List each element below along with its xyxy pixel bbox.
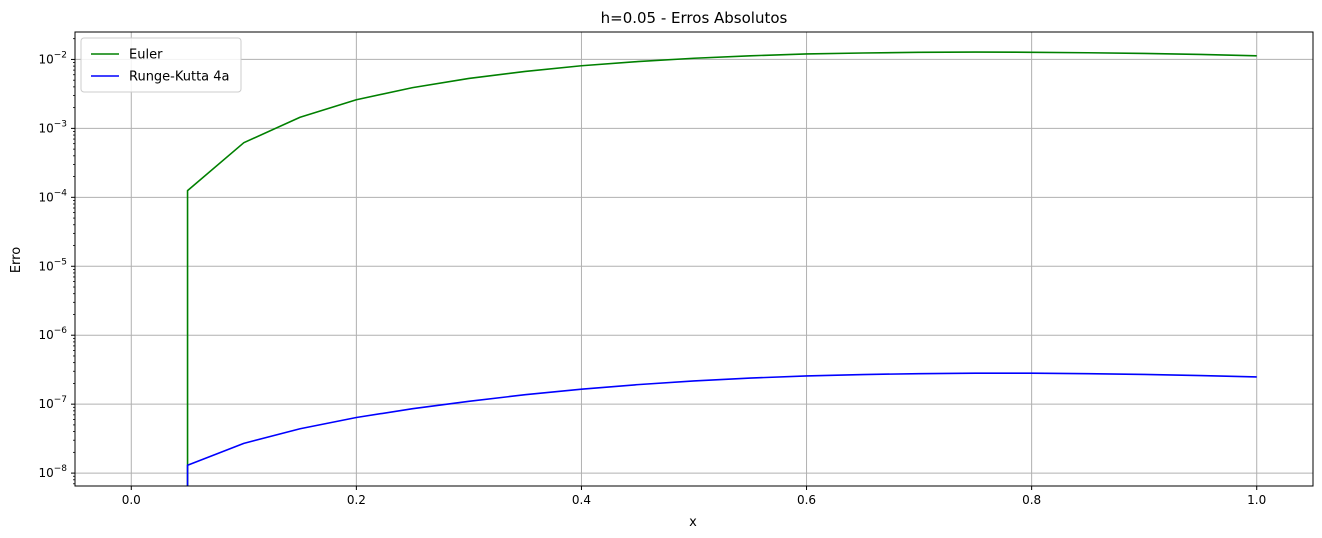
plot-area [75, 32, 1313, 486]
chart-title: h=0.05 - Erros Absolutos [601, 9, 788, 27]
data-point-euler [1031, 51, 1033, 53]
x-tick-label: 0.6 [797, 493, 816, 507]
data-point-euler [1087, 52, 1089, 54]
data-point-runge-kutta-4a [356, 417, 358, 419]
plot-frame [74, 31, 1314, 487]
data-point-euler [468, 78, 470, 80]
x-axis-label: x [689, 515, 697, 530]
legend-box [80, 37, 242, 93]
data-point-runge-kutta-4a [862, 374, 864, 376]
data-point-euler [1256, 55, 1258, 57]
data-point-runge-kutta-4a [806, 375, 808, 377]
data-point-runge-kutta-4a [243, 443, 245, 445]
x-axis: 0.0 0.2 0.4 0.6 0.8 1.0 [122, 486, 1266, 507]
data-point-runge-kutta-4a [1031, 372, 1033, 374]
y-tick-label: 10−7 [38, 395, 67, 411]
y-tick-base: 10 [38, 190, 53, 204]
data-point-euler [412, 87, 414, 89]
y-tick-label: 10−8 [38, 464, 67, 480]
y-tick-label: 10−2 [38, 50, 67, 66]
grid-lines [75, 32, 1313, 486]
x-tick-label: 0.2 [347, 493, 366, 507]
data-point-euler [862, 52, 864, 54]
y-tick-base: 10 [38, 121, 53, 135]
data-point-euler [918, 51, 920, 53]
data-point-runge-kutta-4a [1256, 376, 1258, 378]
data-point-euler [524, 71, 526, 73]
y-tick-exponent: −3 [54, 119, 67, 129]
data-point-euler [806, 53, 808, 55]
y-tick-base: 10 [38, 466, 53, 480]
y-tick-base: 10 [38, 259, 53, 273]
legend-label: Euler [129, 48, 163, 63]
data-point-runge-kutta-4a [693, 380, 695, 382]
data-point-runge-kutta-4a [918, 373, 920, 375]
y-axis: 10−810−710−610−510−410−310−2 [38, 50, 75, 480]
data-point-runge-kutta-4a [187, 464, 189, 466]
data-point-euler [1200, 54, 1202, 56]
series-line-runge-kutta-4a [186, 372, 1257, 486]
data-point-euler [975, 51, 977, 53]
data-point-runge-kutta-4a [581, 388, 583, 390]
data-point-runge-kutta-4a [468, 401, 470, 403]
data-point-euler [356, 99, 358, 101]
data-point-runge-kutta-4a [637, 384, 639, 386]
y-tick-base: 10 [38, 397, 53, 411]
data-point-euler [693, 57, 695, 59]
data-point-euler [187, 190, 189, 192]
data-point-runge-kutta-4a [1200, 375, 1202, 377]
y-tick-exponent: −7 [54, 395, 67, 405]
data-point-runge-kutta-4a [749, 377, 751, 379]
data-point-euler [637, 61, 639, 63]
y-axis-label: Erro [9, 247, 24, 273]
y-tick-exponent: −4 [54, 188, 68, 198]
y-tick-base: 10 [38, 328, 53, 342]
y-tick-label: 10−3 [38, 119, 67, 135]
legend: Euler Runge-Kutta 4a [80, 37, 242, 93]
data-point-euler [749, 55, 751, 57]
y-tick-exponent: −6 [54, 326, 68, 336]
y-tick-label: 10−6 [38, 326, 67, 342]
data-point-euler [243, 142, 245, 144]
data-point-runge-kutta-4a [1087, 373, 1089, 375]
data-point-runge-kutta-4a [299, 428, 301, 430]
x-tick-label: 0.0 [122, 493, 141, 507]
y-tick-exponent: −2 [54, 50, 67, 60]
data-point-runge-kutta-4a [1143, 374, 1145, 376]
legend-label: Runge-Kutta 4a [129, 70, 230, 85]
y-tick-exponent: −5 [54, 257, 67, 267]
data-point-runge-kutta-4a [412, 408, 414, 410]
y-tick-exponent: −8 [54, 464, 68, 474]
data-series [186, 51, 1258, 486]
data-point-euler [581, 65, 583, 67]
x-tick-label: 1.0 [1247, 493, 1266, 507]
data-point-euler [1143, 53, 1145, 55]
data-point-runge-kutta-4a [975, 372, 977, 374]
data-point-euler [299, 116, 301, 118]
series-line-euler [186, 51, 1257, 486]
x-tick-label: 0.8 [1022, 493, 1041, 507]
y-tick-base: 10 [38, 52, 53, 66]
data-point-runge-kutta-4a [524, 394, 526, 396]
x-tick-label: 0.4 [572, 493, 591, 507]
y-tick-label: 10−4 [38, 188, 67, 204]
y-tick-label: 10−5 [38, 257, 67, 273]
